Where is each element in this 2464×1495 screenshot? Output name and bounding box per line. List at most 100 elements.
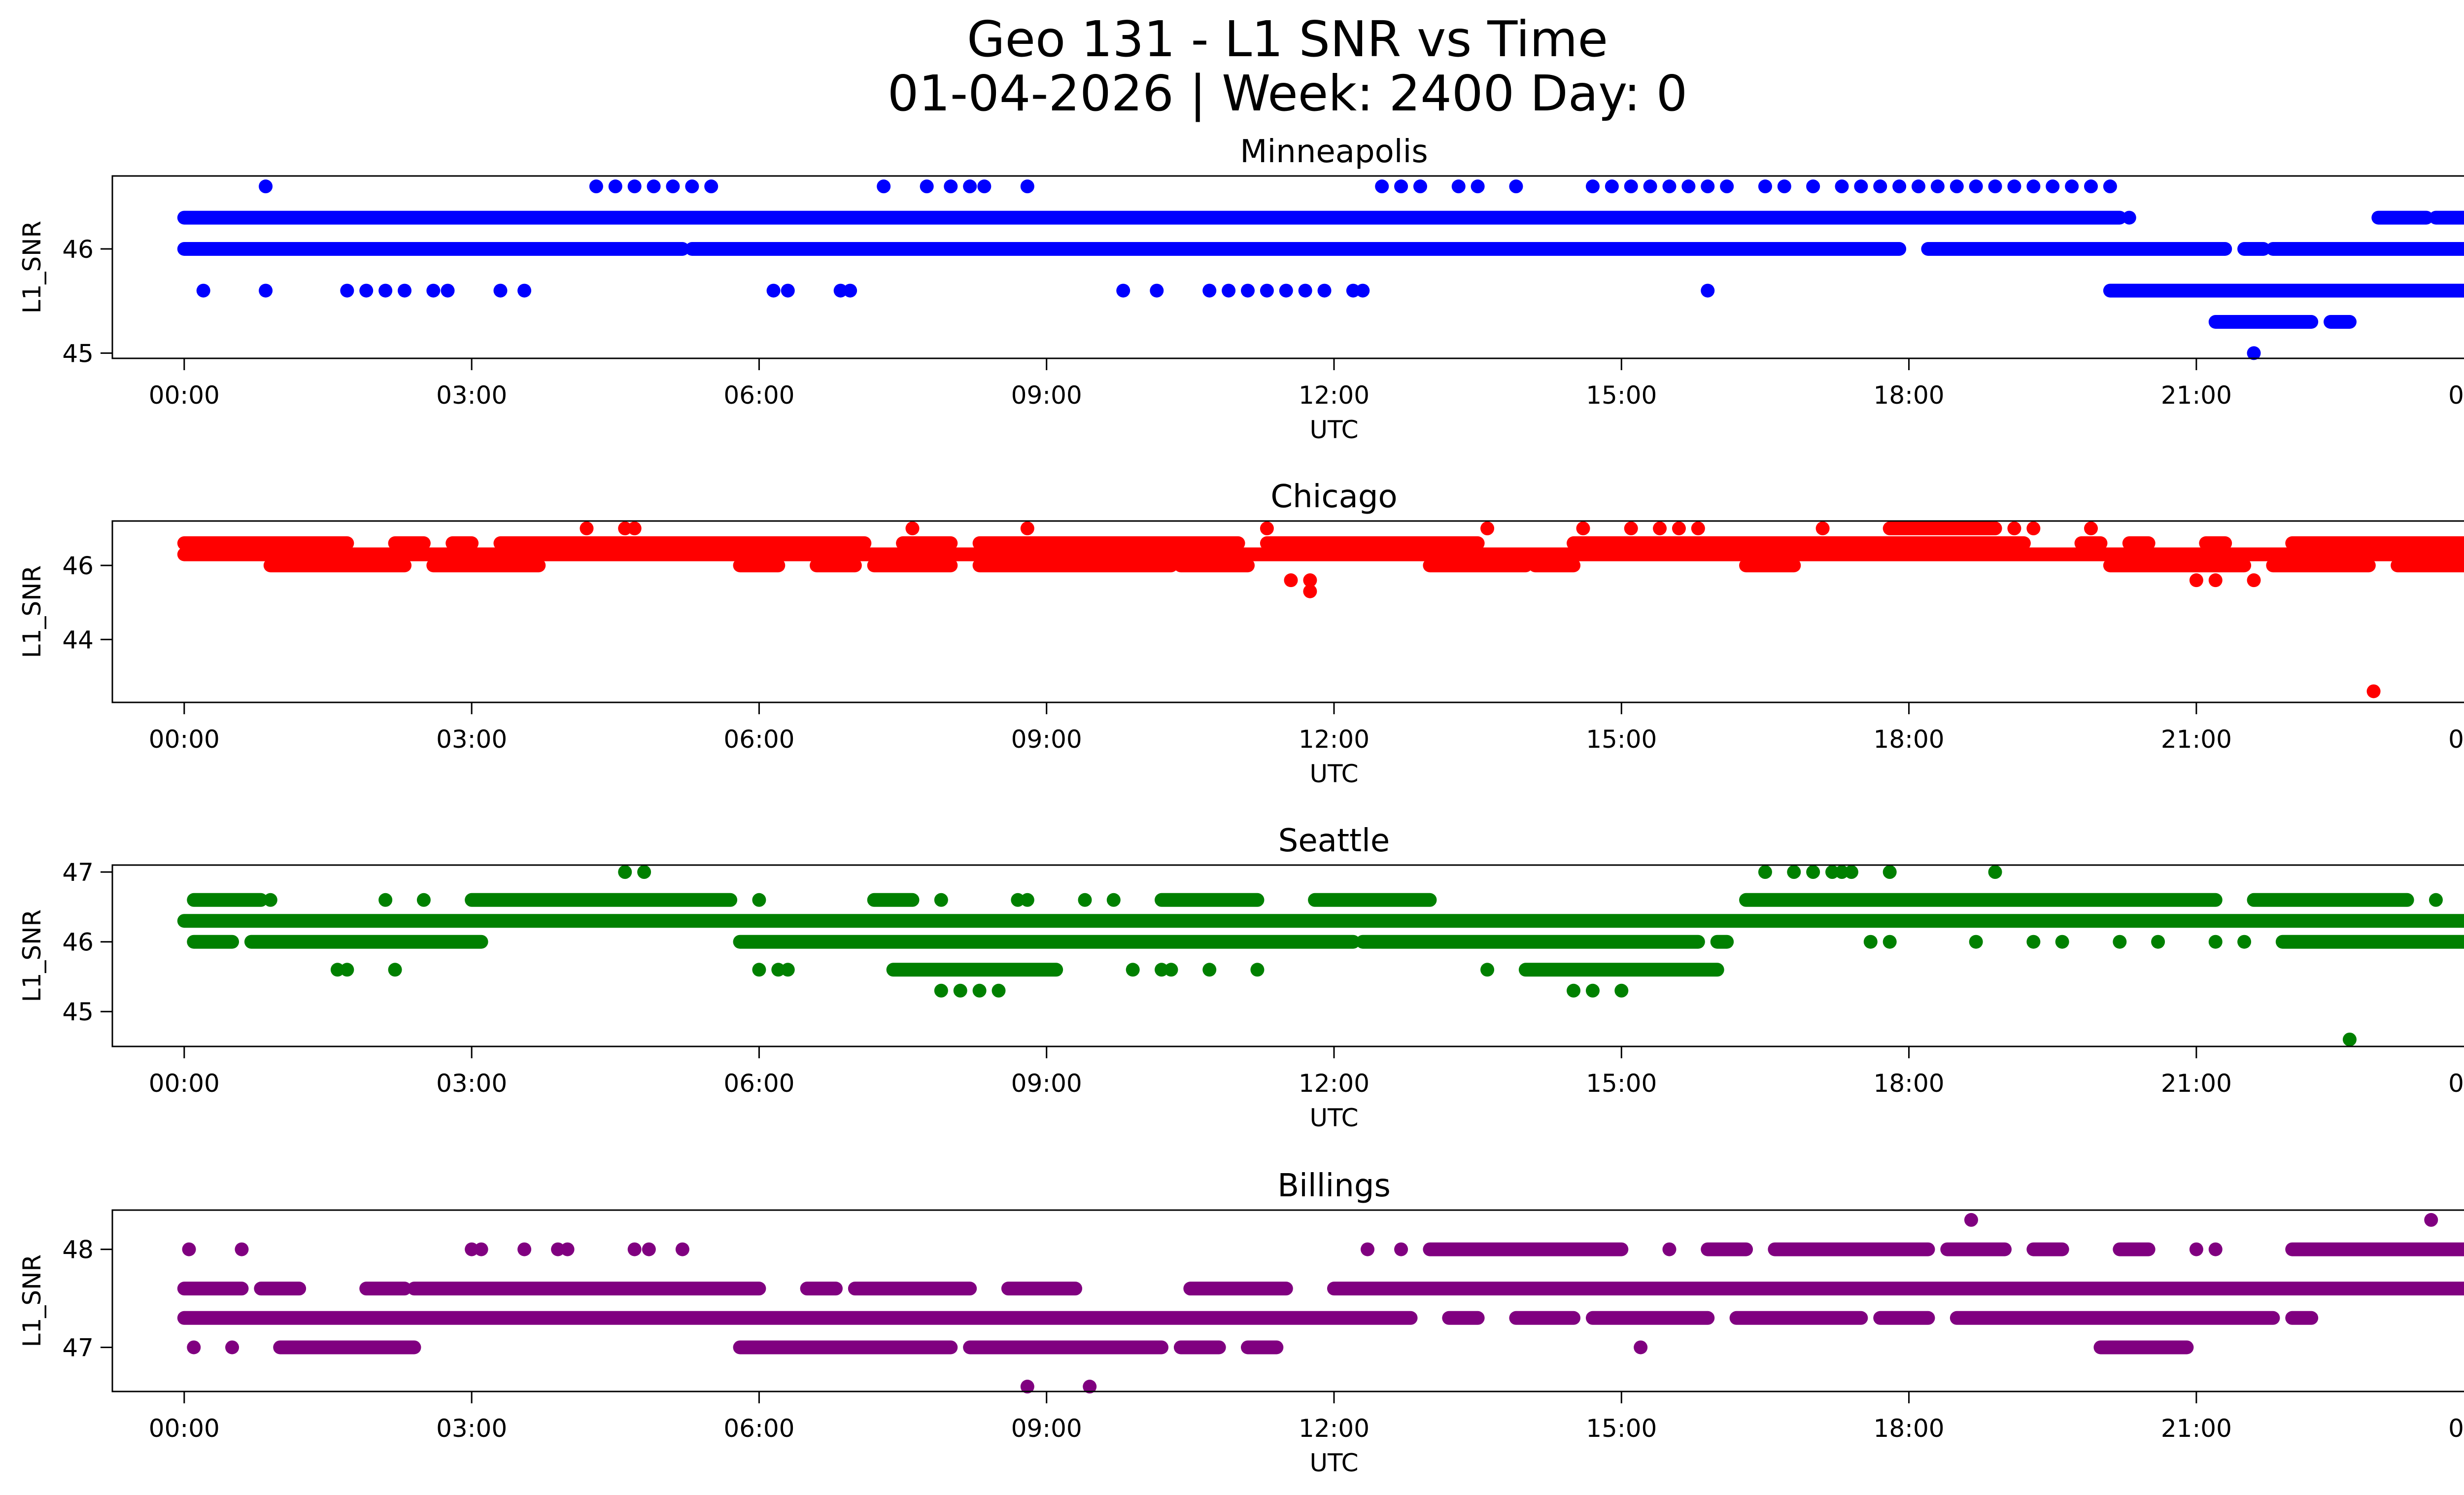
data-point xyxy=(2103,179,2117,194)
data-band xyxy=(1739,558,1801,573)
data-point xyxy=(330,963,344,977)
data-point xyxy=(1930,179,1945,194)
data-band xyxy=(867,558,958,573)
data-point xyxy=(263,893,277,907)
data-band xyxy=(1241,1340,1284,1355)
data-point xyxy=(1480,963,1495,977)
data-point xyxy=(944,179,958,194)
data-point xyxy=(675,1242,689,1256)
data-band xyxy=(2074,536,2108,551)
data-point xyxy=(589,179,603,194)
x-tick-label: 00:00 xyxy=(149,381,220,410)
data-point xyxy=(1116,283,1130,298)
data-band xyxy=(733,558,786,573)
data-point xyxy=(1150,283,1164,298)
data-band xyxy=(2391,558,2464,573)
subplot-seattle: Seattle 00:00 03:00 06:00 09:00 12:00 15:00 18:… xyxy=(18,823,2464,1132)
data-point xyxy=(2208,1242,2223,1256)
data-point xyxy=(934,893,948,907)
data-point xyxy=(1585,179,1600,194)
data-band xyxy=(886,963,1063,977)
data-point xyxy=(1509,179,1523,194)
x-tick-label: 06:00 xyxy=(723,1414,794,1443)
x-tick-label: 00:00 xyxy=(149,725,220,754)
data-band xyxy=(2199,536,2232,551)
data-band xyxy=(2266,242,2464,256)
data-point xyxy=(781,963,795,977)
data-band xyxy=(685,242,1907,256)
data-point xyxy=(627,1242,642,1256)
data-point xyxy=(2189,1242,2203,1256)
data-band xyxy=(1882,522,2002,536)
subplot-title: Seattle xyxy=(1278,823,1390,859)
data-point xyxy=(187,1340,201,1355)
data-point xyxy=(1614,983,1629,998)
data-point xyxy=(1020,1380,1034,1394)
data-point xyxy=(196,283,210,298)
data-point xyxy=(1250,963,1265,977)
data-band xyxy=(848,1282,977,1296)
data-band xyxy=(733,1340,958,1355)
data-point xyxy=(1241,283,1255,298)
data-band xyxy=(187,893,268,907)
data-points xyxy=(177,179,2464,360)
x-axis-label: UTC xyxy=(1309,416,1358,444)
data-band xyxy=(810,558,862,573)
data-point xyxy=(771,963,786,977)
data-point xyxy=(259,179,273,194)
data-point xyxy=(637,865,651,879)
subplot-chicago: Chicago 00:00 03:00 06:00 09:00 12:00 15:00 18:… xyxy=(18,479,2464,788)
data-point xyxy=(2084,522,2098,536)
data-band xyxy=(445,536,479,551)
data-band xyxy=(2103,283,2464,298)
data-point xyxy=(2429,893,2443,907)
data-point xyxy=(1303,584,1317,598)
data-point xyxy=(560,1242,575,1256)
data-point xyxy=(1969,935,1983,949)
data-point xyxy=(398,283,412,298)
data-band xyxy=(1442,1311,1485,1325)
data-point xyxy=(752,893,766,907)
data-point xyxy=(1720,179,1734,194)
data-band xyxy=(263,558,412,573)
x-tick-label: 03:00 xyxy=(436,725,507,754)
data-points xyxy=(177,522,2464,698)
x-tick-label: 03:00 xyxy=(436,1069,507,1098)
data-band xyxy=(493,536,872,551)
data-band xyxy=(1701,1242,1753,1256)
data-point xyxy=(642,1242,656,1256)
data-point xyxy=(1020,893,1034,907)
data-point xyxy=(2237,935,2252,949)
data-point xyxy=(1787,865,1801,879)
data-point xyxy=(1815,522,1830,536)
data-band xyxy=(1173,558,1255,573)
data-point xyxy=(1950,179,1964,194)
data-point xyxy=(766,283,781,298)
data-point xyxy=(1777,179,1791,194)
data-point xyxy=(1284,573,1298,588)
data-point xyxy=(843,283,857,298)
x-tick-label: 18:00 xyxy=(1874,1414,1945,1443)
data-point xyxy=(441,283,455,298)
data-band xyxy=(1423,1242,1629,1256)
x-tick-label: 00:00 xyxy=(2448,381,2464,410)
data-point xyxy=(2055,935,2069,949)
y-axis-label: L1_SNR xyxy=(18,565,46,659)
data-point xyxy=(340,283,354,298)
data-band xyxy=(1327,1282,2464,1296)
data-band xyxy=(1873,1311,1935,1325)
data-band xyxy=(177,536,354,551)
data-point xyxy=(1758,179,1772,194)
data-band xyxy=(177,1282,249,1296)
data-band xyxy=(2247,893,2414,907)
data-point xyxy=(2065,179,2079,194)
data-point xyxy=(517,1242,532,1256)
x-tick-label: 00:00 xyxy=(2448,1069,2464,1098)
x-axis-label: UTC xyxy=(1309,1104,1358,1132)
data-band xyxy=(2122,536,2156,551)
data-point xyxy=(1835,179,1849,194)
data-band xyxy=(2103,558,2252,573)
data-point xyxy=(934,983,948,998)
data-point xyxy=(1020,179,1034,194)
data-point xyxy=(666,179,680,194)
